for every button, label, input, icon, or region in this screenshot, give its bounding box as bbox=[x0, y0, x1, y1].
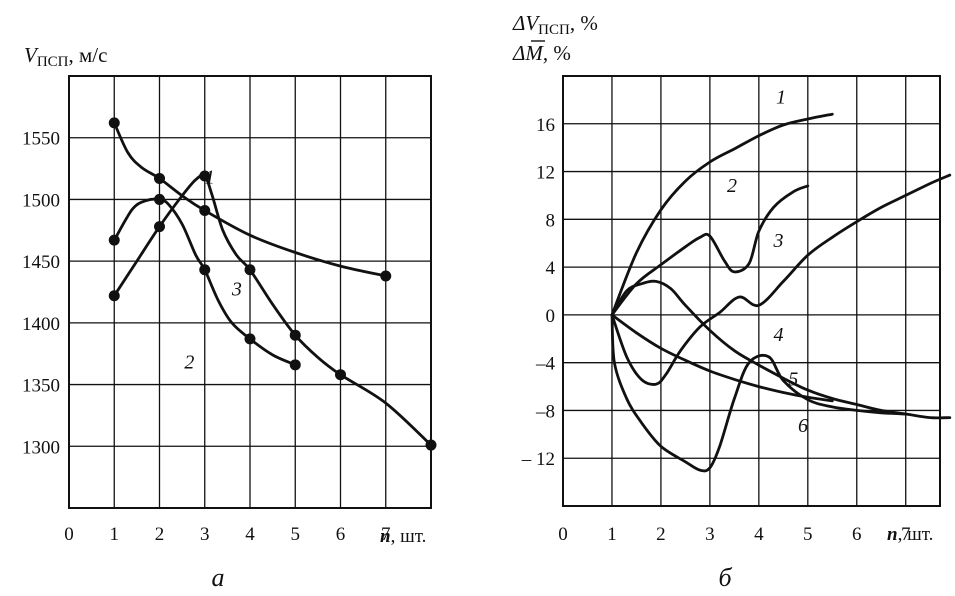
panel-b-curves bbox=[610, 112, 952, 473]
panel-a-y-axis-label: VПСП, м/с bbox=[24, 43, 107, 70]
panel-b-grid bbox=[563, 76, 940, 506]
panel-a-caption: а bbox=[212, 563, 225, 592]
panel-a-x-tick-label: 3 bbox=[200, 524, 210, 545]
panel-a-data-point bbox=[199, 264, 211, 276]
panel-a-data-point bbox=[108, 234, 120, 246]
panel-a-data-point bbox=[108, 290, 120, 302]
panel-b-x-tick-label: 4 bbox=[754, 524, 764, 545]
panel-b-x-tick-label: 1 bbox=[607, 524, 617, 545]
panel-a-data-point bbox=[244, 264, 256, 276]
panel-a-data-point bbox=[289, 329, 301, 341]
panel-a-y-tick-label: 1400 bbox=[22, 314, 60, 335]
panel-b-y-tick-label: 16 bbox=[536, 115, 555, 136]
panel-a-y-tick-label: 1300 bbox=[22, 437, 60, 458]
panel-b-y-axis-label-1: ΔVПСП, % bbox=[512, 11, 598, 38]
panel-b-y-tick-label: 12 bbox=[536, 163, 555, 184]
panel-a-data-point bbox=[244, 333, 256, 345]
panel-a-frame bbox=[68, 75, 432, 509]
panel-a-series-labels: 1 2 3 bbox=[184, 166, 242, 373]
panel-a-y-ticks: 1300 1350 1400 1450 1500 1550 bbox=[22, 129, 60, 459]
panel-a-data-point bbox=[108, 117, 120, 129]
panel-b-series-2-line bbox=[610, 184, 810, 317]
panel-b-series-1-line bbox=[610, 112, 834, 317]
panel-b-x-axis-label: n, шт. bbox=[887, 524, 933, 545]
panel-b-y-tick-label: 8 bbox=[546, 210, 556, 231]
panel-a-data-point bbox=[425, 439, 437, 451]
panel-a-series-1-label: 1 bbox=[205, 166, 215, 188]
panel-b-series-3-label: 3 bbox=[773, 230, 784, 252]
panel-b-y-tick-label: –4 bbox=[535, 354, 556, 375]
panel-b-caption: б bbox=[718, 563, 732, 592]
panel-a-x-tick-label: 6 bbox=[336, 524, 346, 545]
panel-a-series-1-line bbox=[112, 173, 433, 447]
panel-b-x-tick-label: 2 bbox=[656, 524, 666, 545]
panel-b-y-axis-label-2: ΔM, % bbox=[512, 41, 571, 65]
panel-b-series-4-label: 4 bbox=[774, 324, 784, 346]
panel-a-series-3-label: 3 bbox=[231, 279, 242, 301]
panel-a-data-point bbox=[335, 369, 346, 381]
panel-a-x-ticks: 0 1 2 3 4 5 6 7 bbox=[64, 524, 390, 545]
panel-b-y-tick-label: – 12 bbox=[521, 449, 555, 470]
panel-a-grid bbox=[69, 76, 431, 508]
panel-b-x-ticks: 0 1 2 3 4 5 6 7 bbox=[558, 524, 910, 545]
panel-a-series-2-label: 2 bbox=[184, 352, 194, 374]
panel-b-frame bbox=[562, 75, 941, 507]
panel-a-x-tick-label: 0 bbox=[64, 524, 74, 545]
panel-b-y-tick-label: 4 bbox=[546, 258, 556, 279]
panel-b-series-2-label: 2 bbox=[727, 175, 737, 197]
panel-a-data-point bbox=[154, 172, 165, 184]
panel-b-y-tick-label: –8 bbox=[535, 401, 555, 422]
panel-b-y-ticks: – 12 –8 –4 0 4 8 12 16 bbox=[521, 115, 556, 470]
panel-b-series-1-label: 1 bbox=[776, 86, 786, 108]
panel-a-data-point bbox=[289, 359, 301, 371]
panel-a-curves bbox=[112, 121, 433, 447]
panel-a-data-point bbox=[199, 205, 211, 217]
panel-a-x-tick-label: 5 bbox=[291, 524, 301, 545]
panel-b-series-3-line bbox=[610, 173, 952, 386]
panel-b-x-tick-label: 7 bbox=[901, 524, 911, 545]
panel-a-x-tick-label: 7 bbox=[381, 524, 391, 545]
panel-b-series-6-label: 6 bbox=[798, 415, 808, 437]
panel-b-series-6-line bbox=[610, 313, 908, 473]
panel-b-x-tick-label: 0 bbox=[558, 524, 568, 545]
panel-a-x-axis-label: n, шт. bbox=[380, 526, 426, 547]
panel-b-x-tick-label: 3 bbox=[705, 524, 715, 545]
panel-a-data-point bbox=[154, 221, 165, 233]
panel-a-data-point bbox=[154, 193, 165, 205]
panel-a-y-tick-label: 1450 bbox=[22, 252, 60, 273]
panel-a-y-tick-label: 1350 bbox=[22, 376, 60, 397]
panel-b-x-tick-label: 5 bbox=[803, 524, 813, 545]
chart-panel-a: 1300 1350 1400 1450 1500 1550 0 1 2 3 4 5 6 7 1 2 3 VП… bbox=[22, 43, 437, 592]
panel-b-y-tick-label: 0 bbox=[546, 306, 556, 327]
panel-a-markers bbox=[108, 117, 437, 451]
panel-a-series-3-line bbox=[112, 121, 388, 278]
panel-a-x-tick-label: 1 bbox=[110, 524, 120, 545]
panel-b-x-tick-label: 6 bbox=[852, 524, 862, 545]
panel-a-x-tick-label: 2 bbox=[155, 524, 165, 545]
panel-a-data-point bbox=[199, 170, 211, 182]
panel-b-series-5-line bbox=[610, 313, 834, 403]
panel-a-y-tick-label: 1500 bbox=[22, 190, 60, 211]
panel-b-series-4-line bbox=[610, 279, 952, 420]
panel-a-x-tick-label: 4 bbox=[245, 524, 255, 545]
panel-a-data-point bbox=[380, 270, 392, 282]
panel-b-series-labels: 1 2 3 45 6 bbox=[727, 86, 808, 436]
panel-b-series-5-label: 5 bbox=[788, 368, 798, 390]
panel-a-y-tick-label: 1550 bbox=[22, 129, 60, 150]
